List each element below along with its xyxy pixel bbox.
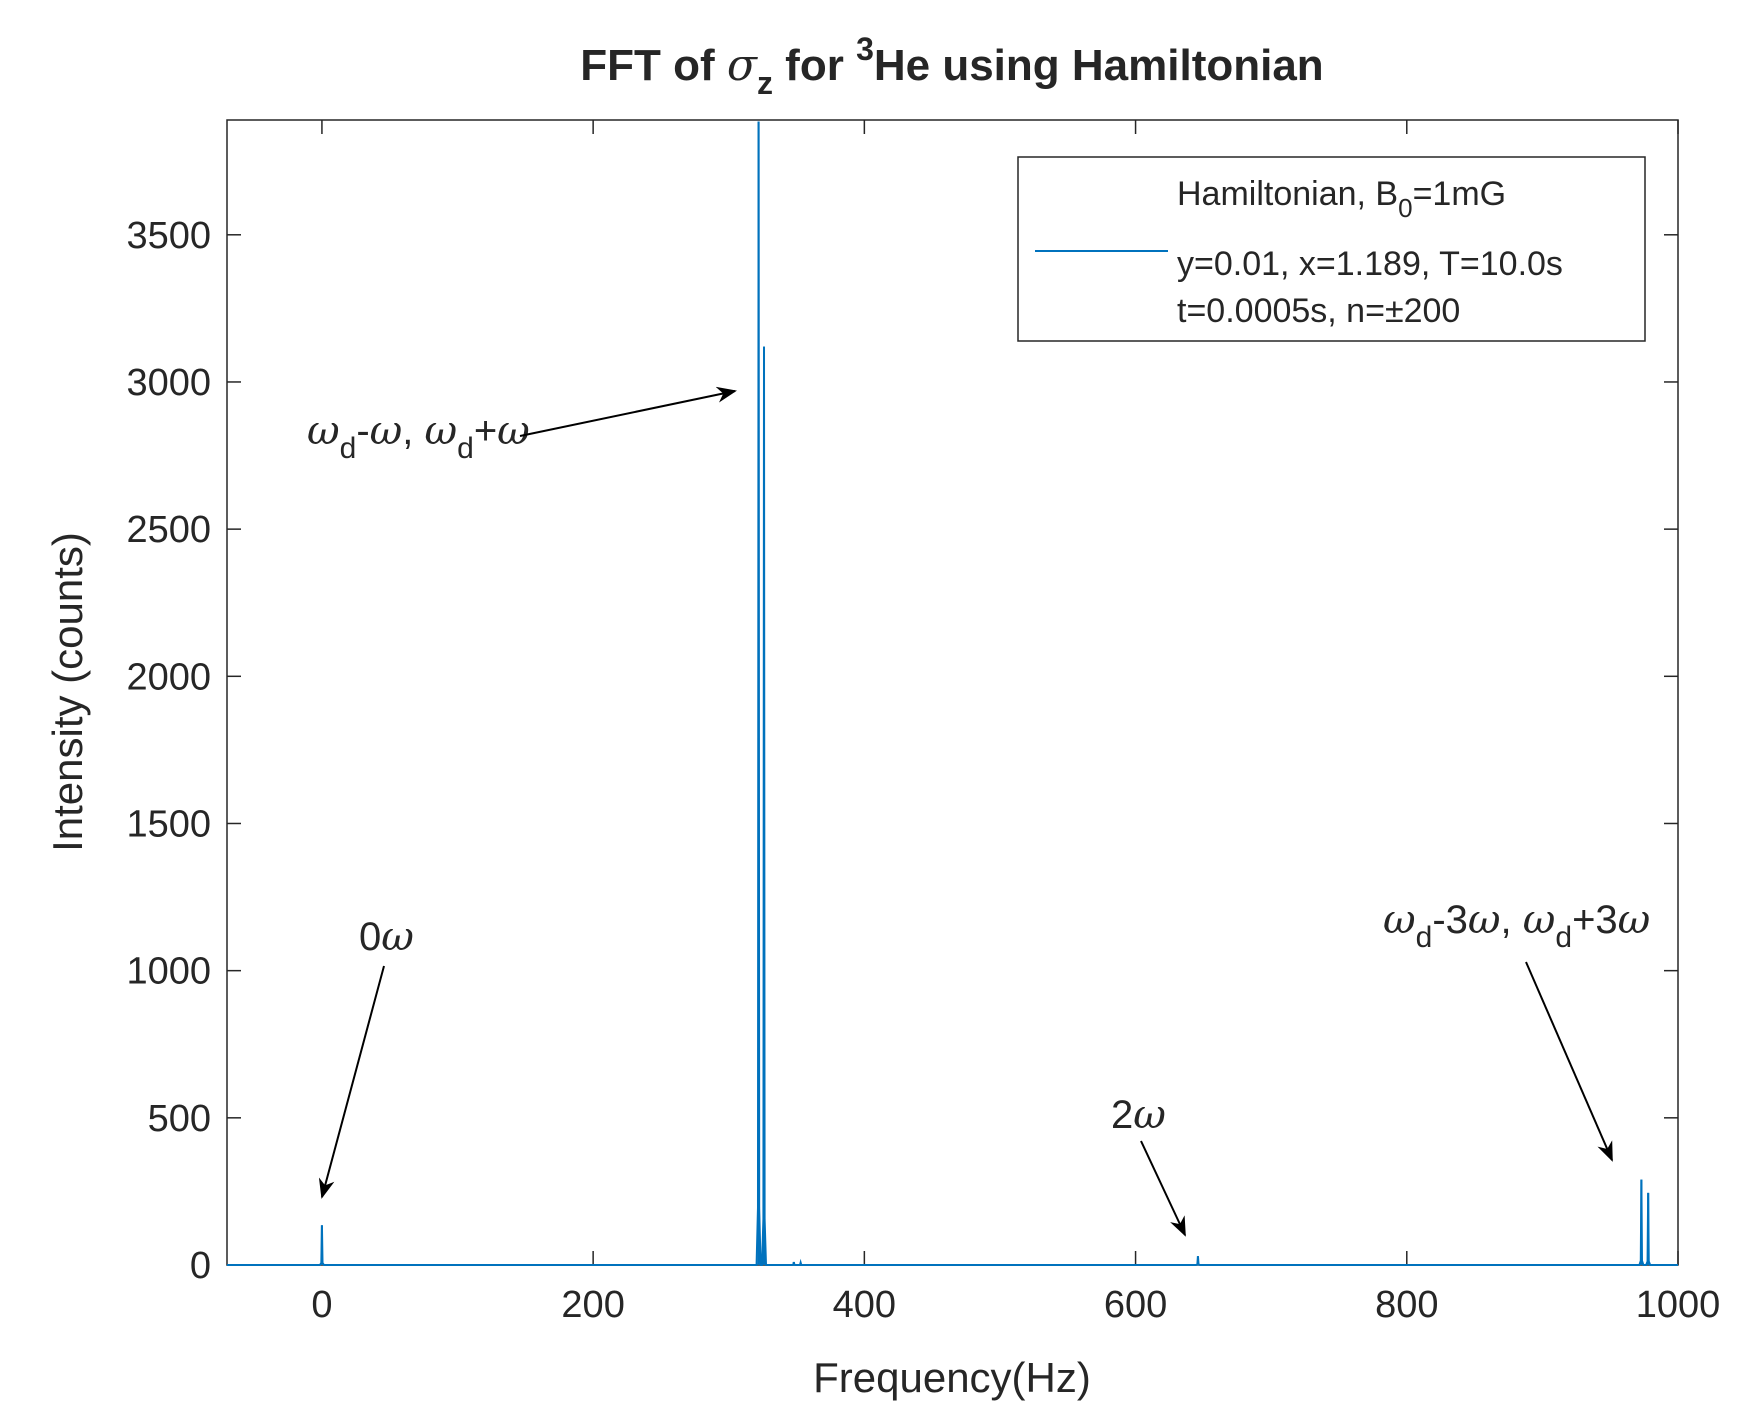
ann1-d1: d: [340, 432, 357, 465]
legend-entry-line1: Hamiltonian, B0=1mG: [1177, 175, 1506, 223]
annotation-zero: 0ω: [359, 914, 414, 960]
axis-ticks: 0 200 400 600 800 100005001000150020002500300…: [126, 120, 1720, 1326]
x-tick-label: 400: [833, 1284, 896, 1326]
y-tick-label: 3000: [126, 362, 211, 404]
ann1-d2: d: [457, 432, 474, 465]
ann4-d2: d: [1555, 921, 1572, 954]
y-tick-label: 1500: [126, 803, 211, 845]
ann1-dash: -: [356, 409, 369, 453]
peak-marks: [320, 121, 1650, 1265]
y-tick-label: 500: [148, 1098, 211, 1140]
ann4-w2: ω: [1468, 897, 1501, 943]
y-tick-label: 2000: [126, 656, 211, 698]
y-tick-label: 0: [190, 1245, 211, 1287]
ann3-num: 2: [1111, 1093, 1133, 1137]
annotation-arrow-main: [519, 386, 737, 437]
ann1-sep: ,: [402, 409, 424, 453]
title-sup: 3: [856, 31, 874, 67]
ann4-w4: ω: [1618, 897, 1651, 943]
ann1-plus: +: [474, 409, 497, 453]
legend-entry-line2: y=0.01, x=1.189, T=10.0s: [1177, 245, 1563, 283]
y-tick-label: 3500: [126, 215, 211, 257]
x-tick-label: 1000: [1636, 1284, 1721, 1326]
ann2-w: ω: [381, 914, 414, 960]
legend: Hamiltonian, B0=1mG y=0.01, x=1.189, T=1…: [1017, 156, 1646, 342]
legend-line1-a: Hamiltonian, B: [1177, 175, 1398, 213]
x-tick-label: 200: [561, 1284, 624, 1326]
ann1-w2: ω: [370, 408, 403, 454]
title-sigma-sub: z: [757, 65, 773, 101]
ann4-w1: ω: [1383, 897, 1416, 943]
x-tick-label: 800: [1375, 1284, 1438, 1326]
title-suffix: He using Hamiltonian: [874, 41, 1324, 90]
annotation-2w: 2ω: [1111, 1092, 1166, 1138]
y-axis-label: Intensity (counts): [44, 532, 91, 852]
ann2-num: 0: [359, 915, 381, 959]
legend-line1-b: =1mG: [1413, 175, 1507, 213]
legend-entry-line3: t=0.0005s, n=±200: [1177, 292, 1460, 330]
annotation-main-peak: ωd-ω, ωd+ω: [307, 408, 530, 465]
title-prefix: FFT of: [580, 41, 727, 90]
ann4-sep: ,: [1501, 898, 1523, 942]
ann3-w: ω: [1133, 1092, 1166, 1138]
ann4-d1: d: [1416, 921, 1433, 954]
ann1-w1: ω: [307, 408, 340, 454]
x-tick-label: 600: [1104, 1284, 1167, 1326]
chart-title: FFT of σz for 3He using Hamiltonian: [580, 31, 1323, 101]
ann4-w3: ω: [1523, 897, 1556, 943]
x-tick-label: 0: [311, 1284, 332, 1326]
annotation-arrow-3w: [1525, 961, 1613, 1162]
y-tick-label: 2500: [126, 509, 211, 551]
legend-box: [1017, 156, 1646, 342]
annotation-3w: ωd-3ω, ωd+3ω: [1383, 897, 1650, 954]
ann1-w4: ω: [497, 408, 530, 454]
annotation-arrow-2w: [1140, 1140, 1186, 1237]
legend-line1-sub: 0: [1398, 193, 1412, 223]
ann1-w3: ω: [425, 408, 458, 454]
title-middle: for: [773, 41, 856, 90]
x-axis-label: Frequency(Hz): [813, 1354, 1091, 1401]
y-tick-label: 1000: [126, 951, 211, 993]
ann4-m: -3: [1432, 898, 1468, 942]
annotation-arrow-zero: [318, 965, 385, 1199]
title-sigma: σ: [727, 40, 759, 91]
ann4-p: +3: [1572, 898, 1618, 942]
